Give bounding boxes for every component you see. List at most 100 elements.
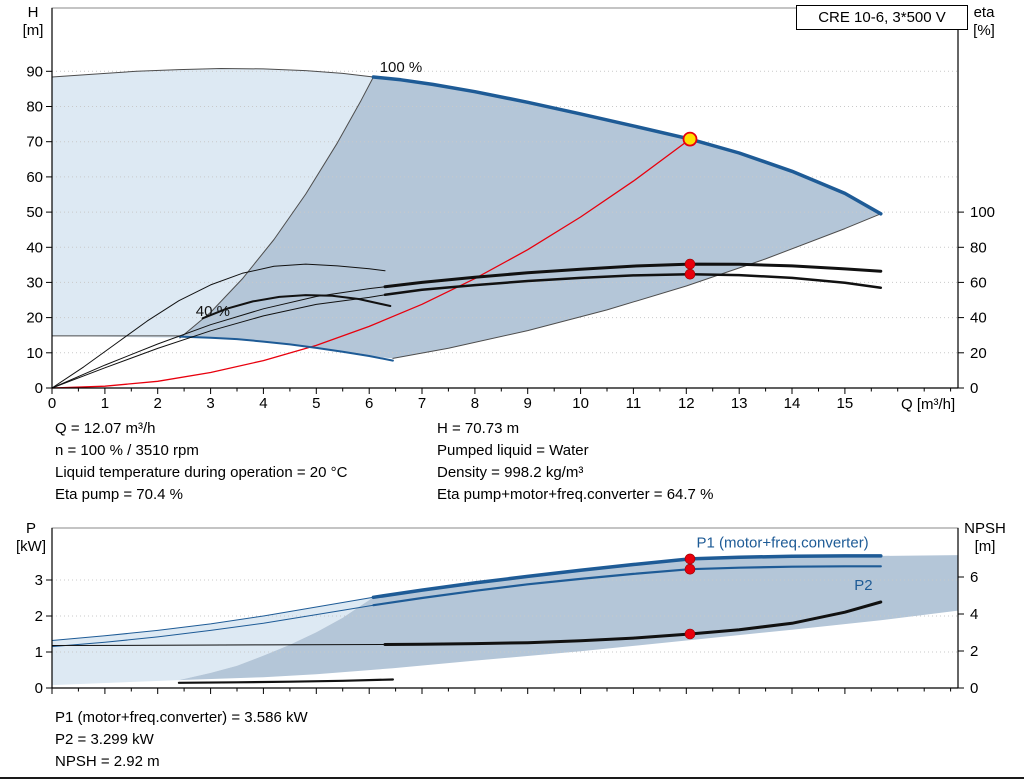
npsh-axis-title-line1: NPSH [964, 520, 1006, 537]
operating-envelope [179, 77, 881, 359]
info-line-h: H = 70.73 m [437, 420, 520, 437]
p2-curve [372, 565, 882, 607]
y-left-tick-label: 60 [26, 169, 43, 186]
info-line-n: n = 100 % / 3510 rpm [55, 442, 199, 459]
y-left-tick-label: 90 [26, 63, 43, 80]
y-left-tick-label: 40 [26, 239, 43, 256]
allowed-area-light [52, 68, 374, 338]
power-envelope [178, 555, 958, 681]
max-speed-extension [51, 68, 374, 78]
y-right-tick-label: 100 [970, 204, 995, 221]
y-right-tick-label: 80 [970, 239, 987, 256]
x-tick-label: 0 [48, 395, 56, 412]
npsh-axis-title-line2: [m] [974, 538, 996, 555]
curve-label: 40 % [196, 303, 230, 320]
x-tick-label: 15 [837, 395, 854, 412]
footer-divider [0, 777, 1024, 779]
y-left-tick-label: 2 [35, 608, 43, 625]
pump-model-box: CRE 10-6, 3*500 V [796, 5, 968, 30]
x-tick-label: 9 [524, 395, 532, 412]
eta-axis-title: eta [%] [960, 4, 1008, 40]
npsh-curve [383, 600, 883, 646]
duty-point-eta-pump[interactable] [684, 258, 696, 270]
y-right-tick-label: 40 [970, 310, 987, 327]
x-tick-label: 8 [471, 395, 479, 412]
duty-point-eta-total[interactable] [684, 268, 696, 280]
info-line-q: Q = 12.07 m³/h [55, 420, 156, 437]
pump-curve-40 [178, 335, 394, 362]
curve-label: 100 % [380, 59, 423, 76]
p-axis-title: P [kW] [10, 520, 52, 556]
eta-pump-low [51, 286, 386, 389]
p1-curve [371, 554, 883, 600]
x-tick-label: 4 [259, 395, 267, 412]
duty-point-npsh[interactable] [684, 628, 696, 640]
y-left-tick-label: 70 [26, 134, 43, 151]
info-line-temperature: Liquid temperature during operation = 20… [55, 464, 348, 481]
info-line-p2: P2 = 3.299 kW [55, 731, 154, 748]
eta-axis-title-line1: eta [973, 4, 995, 21]
p-axis-title-line1: P [25, 520, 36, 537]
p2-curve-low [51, 604, 374, 648]
info-line-p1: P1 (motor+freq.converter) = 3.586 kW [55, 709, 308, 726]
curve-label: P1 (motor+freq.converter) [697, 535, 869, 552]
x-tick-label: 2 [154, 395, 162, 412]
info-line-eta-total: Eta pump+motor+freq.converter = 64.7 % [437, 486, 714, 503]
x-tick-label: 1 [101, 395, 109, 412]
y-left-tick-label: 1 [35, 644, 43, 661]
y-right-tick-label: 60 [970, 274, 987, 291]
system-curve [51, 138, 691, 389]
eta-total [383, 272, 883, 297]
y-left-tick-label: 0 [35, 380, 43, 397]
y-left-tick-label: 30 [26, 274, 43, 291]
y-right-tick-label: 0 [970, 380, 978, 397]
x-tick-label: 14 [784, 395, 801, 412]
x-tick-label: 5 [312, 395, 320, 412]
y-right-tick-label: 4 [970, 606, 978, 623]
x-tick-label: 6 [365, 395, 373, 412]
h-axis-title: H [m] [14, 4, 52, 40]
eta-arc-mid [201, 294, 392, 320]
eta-axis-title-line2: [%] [973, 22, 995, 39]
x-tick-label: 7 [418, 395, 426, 412]
duty-point-p2[interactable] [684, 563, 696, 575]
y-right-tick-label: 2 [970, 643, 978, 660]
y-left-tick-label: 3 [35, 572, 43, 589]
y-left-tick-label: 50 [26, 204, 43, 221]
duty-info-col1: Q = 12.07 m³/h n = 100 % / 3510 rpm Liqu… [55, 418, 347, 506]
x-tick-label: 10 [572, 395, 589, 412]
y-left-tick-label: 10 [26, 345, 43, 362]
x-tick-label: 12 [678, 395, 695, 412]
p-axis-title-line2: [kW] [16, 538, 46, 555]
curve-label: P2 [854, 577, 872, 594]
duty-point-p1[interactable] [684, 553, 696, 565]
q-axis-title: Q [m³/h] [901, 396, 956, 413]
pump-curve-100 [371, 75, 883, 216]
power-area-light [52, 597, 374, 686]
x-tick-label: 11 [626, 395, 642, 412]
duty-info-col2: H = 70.73 m Pumped liquid = Water Densit… [437, 418, 713, 506]
y-right-tick-label: 0 [970, 680, 978, 697]
p1-curve-low [51, 596, 374, 641]
eta-arc-reduced [51, 263, 386, 389]
info-line-npsh: NPSH = 2.92 m [55, 753, 160, 770]
y-right-tick-label: 20 [970, 345, 987, 362]
power-info: P1 (motor+freq.converter) = 3.586 kW P2 … [55, 707, 308, 773]
duty-point-qh[interactable] [682, 131, 698, 147]
max-flow-parabola [392, 213, 882, 359]
min-flow-parabola [179, 76, 374, 339]
y-right-tick-label: 6 [970, 569, 978, 586]
y-left-tick-label: 20 [26, 310, 43, 327]
info-line-liquid: Pumped liquid = Water [437, 442, 589, 459]
y-left-tick-label: 0 [35, 680, 43, 697]
h-axis-title-line2: [m] [22, 22, 44, 39]
info-line-eta-pump: Eta pump = 70.4 % [55, 486, 183, 503]
eta-total-low [51, 294, 386, 389]
info-line-density: Density = 998.2 kg/m³ [437, 464, 584, 481]
npsh-axis-title: NPSH [m] [950, 520, 1020, 556]
eta-pump [383, 262, 883, 289]
y-left-tick-label: 80 [26, 99, 43, 116]
npsh-curve-low [51, 644, 386, 646]
